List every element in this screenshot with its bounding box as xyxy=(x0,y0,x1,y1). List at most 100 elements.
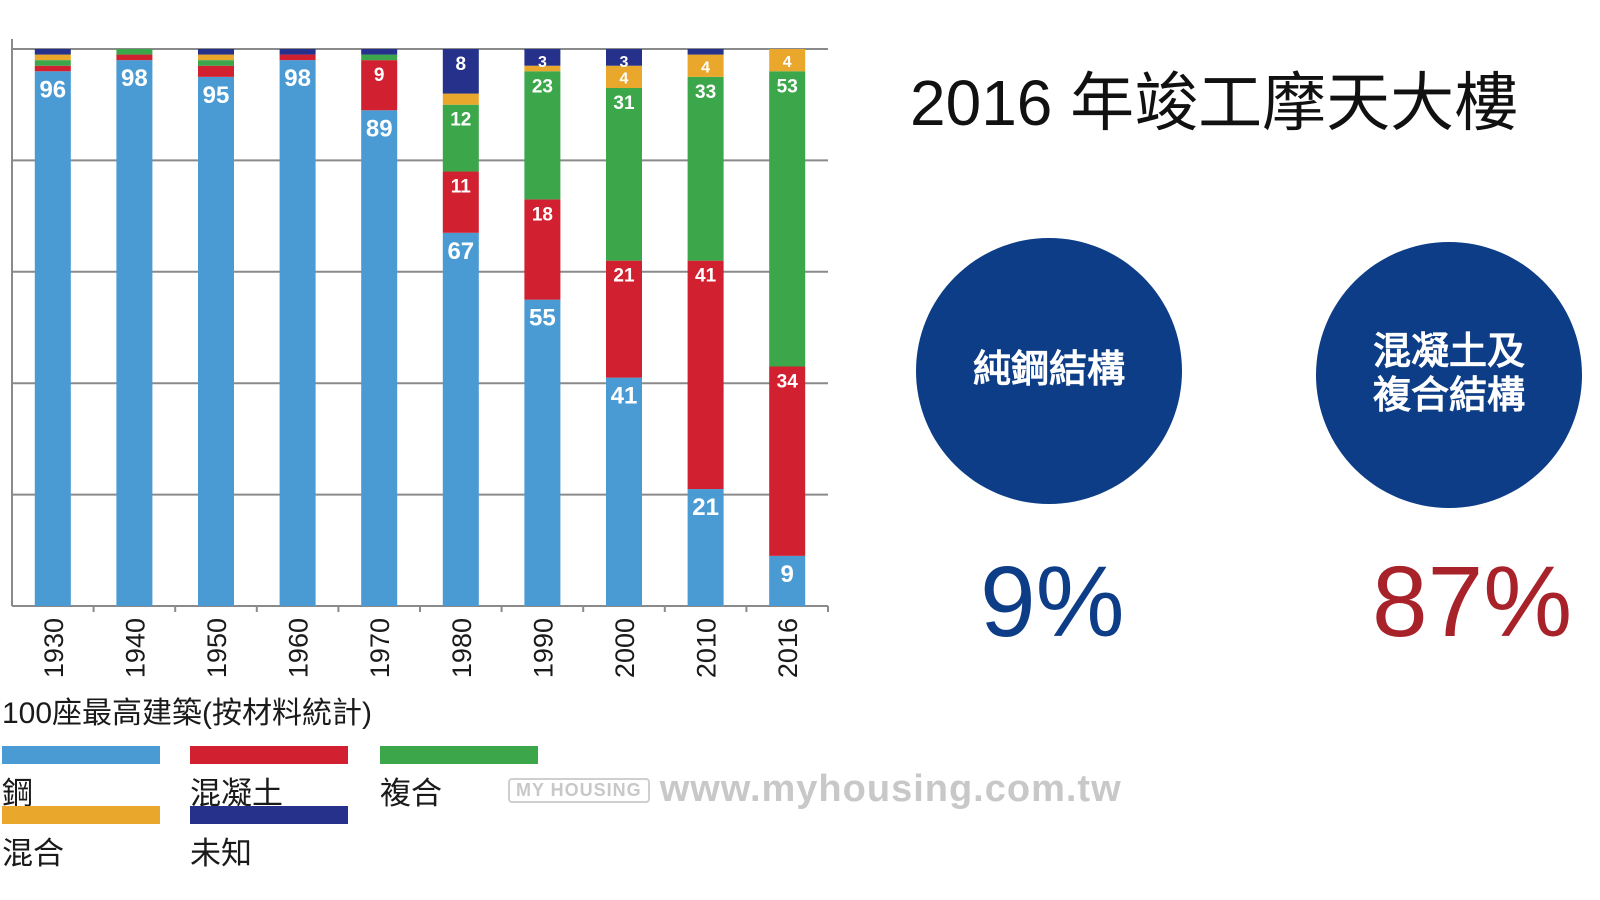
bar-segment-1980-s2 xyxy=(442,104,479,172)
chart-title: 100座最高建築(按材料統計) xyxy=(2,697,373,730)
bar-segment-2010-s3 xyxy=(687,54,724,77)
data-label-2010-s2: 33 xyxy=(695,82,716,103)
headline: 2016 年竣工摩天大樓 xyxy=(910,67,1519,139)
bar-segment-1930-s0 xyxy=(34,71,71,606)
bar-segment-2016-s2 xyxy=(769,71,806,367)
bar-segment-1980-s4 xyxy=(442,49,479,94)
legend-swatch-mixed xyxy=(2,806,160,824)
bar-segment-1930-s3 xyxy=(34,54,71,61)
bar-segment-1970-s2 xyxy=(361,54,398,61)
x-tick-label-1940: 1940 xyxy=(120,618,150,678)
steel-structure-circle: 純鋼結構 xyxy=(916,238,1182,504)
bar-segment-2000-s2 xyxy=(606,87,642,261)
bar-segment-1980-s3 xyxy=(442,93,479,105)
legend-label-unknown: 未知 xyxy=(190,836,252,871)
bar-segment-1930-s4 xyxy=(34,49,71,55)
bar-segment-2000-s4 xyxy=(606,49,642,66)
stacked-bar-chart: 96 1930 98 1940 95 1950 98 1960 89 9 1970 67 11 12 8 19… xyxy=(11,39,829,678)
data-label-1990-s4: 3 xyxy=(538,54,547,71)
data-label-1970-s0: 89 xyxy=(366,115,393,142)
bar-segment-1940-s2 xyxy=(116,49,153,55)
concrete-composite-label-line1: 混凝土及 xyxy=(1372,331,1525,374)
legend-item-unknown: 未知 xyxy=(190,806,348,873)
bar-segment-1930-s1 xyxy=(34,65,71,72)
bar-segment-2016-s3 xyxy=(769,49,806,72)
bar-segment-1950-s3 xyxy=(198,54,234,61)
bar-segment-1960-s1 xyxy=(279,54,316,61)
legend-item-concrete: 混凝土 xyxy=(190,746,348,813)
data-label-1940-s0: 98 xyxy=(121,65,148,92)
data-label-1980-s1: 11 xyxy=(451,177,472,198)
x-tick-label-2016: 2016 xyxy=(773,618,803,678)
legend-label-steel: 鋼 xyxy=(2,776,33,811)
watermark-url: www.myhousing.com.tw xyxy=(659,768,1122,810)
data-label-1990-s1: 18 xyxy=(532,204,553,225)
x-tick-label-2000: 2000 xyxy=(610,618,640,678)
data-label-1990-s0: 55 xyxy=(529,305,556,332)
watermark-logo: MY HOUSING xyxy=(508,778,650,804)
steel-percent: 9% xyxy=(980,546,1125,658)
bar-segment-1940-s1 xyxy=(116,54,153,61)
data-label-1950-s0: 95 xyxy=(203,82,230,109)
bar-segment-2010-s0 xyxy=(687,489,724,606)
legend-label-composite: 複合 xyxy=(380,776,442,811)
bar-segment-1980-s1 xyxy=(442,171,479,233)
data-label-2010-s1: 41 xyxy=(695,266,717,287)
concrete-composite-circle: 混凝土及 複合結構 xyxy=(1316,242,1582,508)
x-tick-label-1950: 1950 xyxy=(202,618,232,678)
bar-segment-1990-s1 xyxy=(524,199,561,300)
legend-swatch-composite xyxy=(380,746,538,764)
steel-structure-label: 純鋼結構 xyxy=(972,349,1125,392)
data-label-1980-s4: 8 xyxy=(456,54,467,75)
bar-segment-1950-s0 xyxy=(198,76,234,607)
bar-segment-1990-s3 xyxy=(524,65,561,72)
data-label-1970-s1: 9 xyxy=(374,65,385,86)
legend-item-mixed: 混合 xyxy=(2,806,160,873)
watermark: MY HOUSING www.myhousing.com.tw xyxy=(508,768,1122,811)
data-label-2000-s1: 21 xyxy=(613,266,635,287)
bar-segment-1990-s4 xyxy=(524,49,561,66)
bar-segment-2000-s3 xyxy=(606,65,642,88)
legend-swatch-unknown xyxy=(190,806,348,824)
data-label-2016-s1: 34 xyxy=(777,371,799,392)
bar-segment-2010-s4 xyxy=(687,49,724,55)
bar-segment-1980-s0 xyxy=(442,232,479,606)
x-tick-label-1960: 1960 xyxy=(284,618,314,678)
data-label-1980-s2: 12 xyxy=(450,110,471,131)
data-label-2000-s2: 31 xyxy=(613,93,635,114)
data-label-2016-s2: 53 xyxy=(777,76,798,97)
bar-segment-2000-s0 xyxy=(606,377,642,606)
bar-segment-1970-s4 xyxy=(361,49,398,55)
data-label-2000-s0: 41 xyxy=(611,383,638,410)
bar-segment-1940-s0 xyxy=(116,60,153,606)
data-label-2000-s3: 4 xyxy=(620,71,629,88)
bar-segment-1960-s0 xyxy=(279,60,316,606)
x-tick-label-1930: 1930 xyxy=(39,618,69,678)
bar-segment-2010-s2 xyxy=(687,76,724,261)
data-label-2016-s3: 4 xyxy=(783,54,792,71)
bar-segment-1930-s2 xyxy=(34,60,71,66)
data-label-2010-s0: 21 xyxy=(692,494,719,521)
bar-segment-1950-s4 xyxy=(198,49,234,55)
bar-segment-2016-s0 xyxy=(769,555,806,606)
bar-segment-2010-s1 xyxy=(687,260,724,490)
x-tick-label-1980: 1980 xyxy=(447,618,477,678)
bar-segment-2000-s1 xyxy=(606,260,642,378)
bar-segment-1950-s1 xyxy=(198,65,234,77)
legend-label-mixed: 混合 xyxy=(2,836,64,871)
legend-item-steel: 鋼 xyxy=(2,746,160,813)
bar-segment-1970-s1 xyxy=(361,60,398,111)
x-tick-label-1970: 1970 xyxy=(365,618,395,678)
legend-swatch-steel xyxy=(2,746,160,764)
data-label-2000-s4: 3 xyxy=(620,54,629,71)
legend-item-composite: 複合 xyxy=(380,746,538,813)
legend-swatch-concrete xyxy=(190,746,348,764)
bar-segment-2016-s1 xyxy=(769,366,806,556)
data-label-1930-s0: 96 xyxy=(39,76,66,103)
data-label-1990-s2: 23 xyxy=(532,76,553,97)
data-label-1960-s0: 98 xyxy=(284,65,311,92)
x-tick-label-1990: 1990 xyxy=(528,618,558,678)
bar-segment-1990-s0 xyxy=(524,299,561,606)
concrete-composite-percent: 87% xyxy=(1372,546,1573,658)
x-tick-label-2010: 2010 xyxy=(692,618,722,678)
